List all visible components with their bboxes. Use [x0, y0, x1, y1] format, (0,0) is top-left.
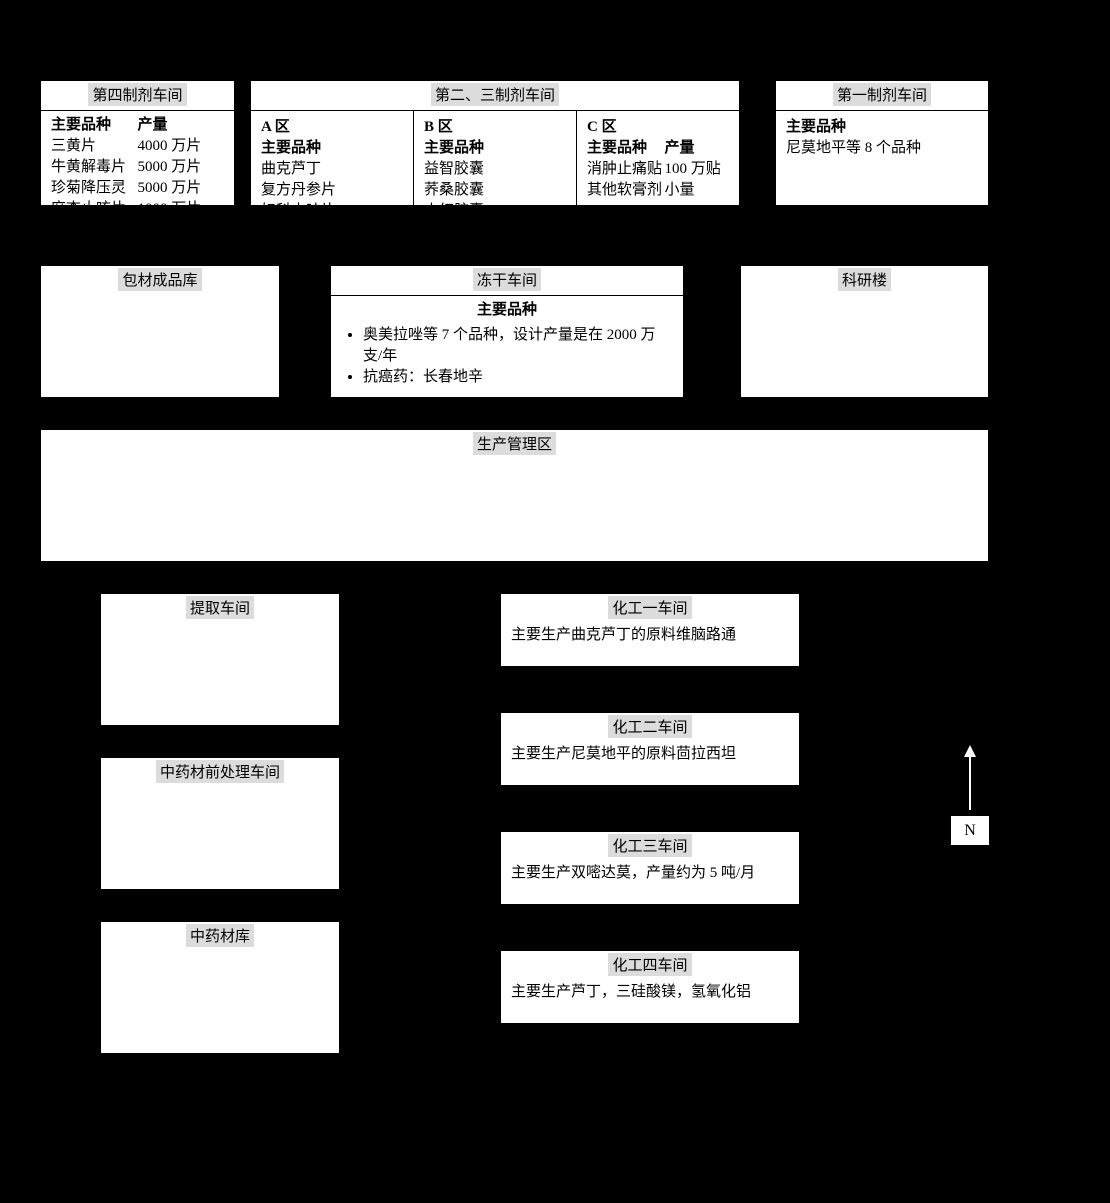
area-c-header: C 区: [587, 115, 729, 136]
chem-1-title-wrap: 化工一车间: [501, 594, 799, 619]
item-name: 荞桑胶囊: [424, 178, 566, 199]
item-name: 益智胶囊: [424, 157, 566, 178]
workshop-1-sub: 主要品种: [786, 115, 978, 136]
bullet-item: 奥美拉唑等 7 个品种，设计产量是在 2000 万支/年: [363, 323, 673, 365]
herb-warehouse-box: 中药材库: [100, 921, 340, 1054]
area-b: B 区 主要品种 益智胶囊 荞桑胶囊 山红胶囊: [413, 111, 576, 224]
freeze-dry-box: 冻干车间 主要品种 奥美拉唑等 7 个品种，设计产量是在 2000 万支/年 抗…: [330, 265, 684, 398]
chem-3-text: 主要生产双嘧达莫，产量约为 5 吨/月: [501, 857, 799, 886]
chem-2-title: 化工二车间: [608, 715, 691, 738]
item-name: 复方丹参片: [261, 178, 403, 199]
chem-4-box: 化工四车间 主要生产芦丁，三硅酸镁，氢氧化铝: [500, 950, 800, 1024]
item-name: 三黄片: [51, 134, 138, 155]
packaging-warehouse-title: 包材成品库: [118, 268, 201, 291]
research-building-title-wrap: 科研楼: [741, 266, 988, 291]
workshop-4-body: 主要品种 三黄片 牛黄解毒片 珍菊降压灵 麻杏止咳片 产量 4000 万片 50…: [41, 111, 234, 220]
north-arrow-icon: [960, 745, 980, 810]
extraction-title: 提取车间: [186, 596, 254, 619]
item-value: 小量: [664, 178, 729, 199]
item-value: 5000 万片: [138, 176, 225, 197]
col-header-output: 产量: [138, 113, 225, 134]
research-building-box: 科研楼: [740, 265, 989, 398]
chem-4-title-wrap: 化工四车间: [501, 951, 799, 976]
workshop-2-3-title: 第二、三制剂车间: [431, 83, 559, 106]
item-name: 珍菊降压灵: [51, 176, 138, 197]
workshop-1-body: 主要品种 尼莫地平等 8 个品种: [776, 111, 988, 161]
chem-1-title: 化工一车间: [608, 596, 691, 619]
chem-2-title-wrap: 化工二车间: [501, 713, 799, 738]
herb-preprocess-box: 中药材前处理车间: [100, 757, 340, 890]
chem-4-title: 化工四车间: [608, 953, 691, 976]
chem-1-box: 化工一车间 主要生产曲克芦丁的原料维脑路通: [500, 593, 800, 667]
item-value: 5000 万片: [138, 155, 225, 176]
extraction-box: 提取车间: [100, 593, 340, 726]
item-name: 消肿止痛贴: [587, 157, 664, 178]
item-name: 曲克芦丁: [261, 157, 403, 178]
freeze-dry-sub: 主要品种: [477, 302, 537, 318]
area-a-sub: 主要品种: [261, 136, 403, 157]
item-name: 山红胶囊: [424, 199, 566, 220]
item-name: 牛黄解毒片: [51, 155, 138, 176]
col-header-product: 主要品种: [51, 113, 138, 134]
chem-3-title: 化工三车间: [608, 834, 691, 857]
item-value: 4000 万片: [138, 134, 225, 155]
research-building-title: 科研楼: [838, 268, 891, 291]
workshop-4-title-row: 第四制剂车间: [41, 81, 234, 111]
workshop-4-title: 第四制剂车间: [88, 83, 186, 106]
area-c: C 区 主要品种 产量 消肿止痛贴 100 万贴 其他软膏剂 小量: [576, 111, 739, 224]
packaging-warehouse-box: 包材成品库: [40, 265, 280, 398]
workshop-2-3-box: 第二、三制剂车间 A 区 主要品种 曲克芦丁 复方丹参片 妇科十味片 B 区 主…: [250, 80, 740, 206]
bullet-item: 抗癌药：长春地辛: [363, 365, 673, 386]
workshop-1-box: 第一制剂车间 主要品种 尼莫地平等 8 个品种: [775, 80, 989, 206]
compass-north-label: N: [950, 815, 990, 846]
workshop-1-text: 尼莫地平等 8 个品种: [786, 136, 978, 157]
extraction-title-wrap: 提取车间: [101, 594, 339, 619]
area-b-sub: 主要品种: [424, 136, 566, 157]
workshop-4-box: 第四制剂车间 主要品种 三黄片 牛黄解毒片 珍菊降压灵 麻杏止咳片 产量 400…: [40, 80, 235, 206]
production-mgmt-box: 生产管理区: [40, 429, 989, 562]
freeze-dry-title-row: 冻干车间: [331, 266, 683, 296]
workshop-1-title: 第一制剂车间: [833, 83, 931, 106]
area-c-col1: 主要品种: [587, 136, 664, 157]
production-mgmt-title-wrap: 生产管理区: [41, 430, 988, 455]
item-name: 妇科十味片: [261, 199, 403, 220]
chem-4-text: 主要生产芦丁，三硅酸镁，氢氧化铝: [501, 976, 799, 1005]
workshop-1-title-row: 第一制剂车间: [776, 81, 988, 111]
item-name: 麻杏止咳片: [51, 197, 138, 218]
herb-warehouse-title-wrap: 中药材库: [101, 922, 339, 947]
freeze-dry-body: 奥美拉唑等 7 个品种，设计产量是在 2000 万支/年 抗癌药：长春地辛: [331, 319, 683, 390]
item-value: 100 万贴: [664, 157, 729, 178]
workshop-2-3-body: A 区 主要品种 曲克芦丁 复方丹参片 妇科十味片 B 区 主要品种 益智胶囊 …: [251, 111, 739, 224]
chem-2-text: 主要生产尼莫地平的原料茴拉西坦: [501, 738, 799, 767]
area-c-col2: 产量: [664, 136, 729, 157]
herb-preprocess-title-wrap: 中药材前处理车间: [101, 758, 339, 783]
packaging-warehouse-title-wrap: 包材成品库: [41, 266, 279, 291]
item-value: 1000 万片: [138, 197, 225, 218]
herb-warehouse-title: 中药材库: [186, 924, 254, 947]
area-a: A 区 主要品种 曲克芦丁 复方丹参片 妇科十味片: [251, 111, 413, 224]
workshop-2-3-title-row: 第二、三制剂车间: [251, 81, 739, 111]
herb-preprocess-title: 中药材前处理车间: [156, 760, 284, 783]
production-mgmt-title: 生产管理区: [473, 432, 556, 455]
area-b-header: B 区: [424, 115, 566, 136]
freeze-dry-sub-wrap: 主要品种: [331, 296, 683, 319]
chem-1-text: 主要生产曲克芦丁的原料维脑路通: [501, 619, 799, 648]
chem-3-box: 化工三车间 主要生产双嘧达莫，产量约为 5 吨/月: [500, 831, 800, 905]
chem-3-title-wrap: 化工三车间: [501, 832, 799, 857]
freeze-dry-title: 冻干车间: [473, 268, 541, 291]
chem-2-box: 化工二车间 主要生产尼莫地平的原料茴拉西坦: [500, 712, 800, 786]
area-a-header: A 区: [261, 115, 403, 136]
item-name: 其他软膏剂: [587, 178, 664, 199]
